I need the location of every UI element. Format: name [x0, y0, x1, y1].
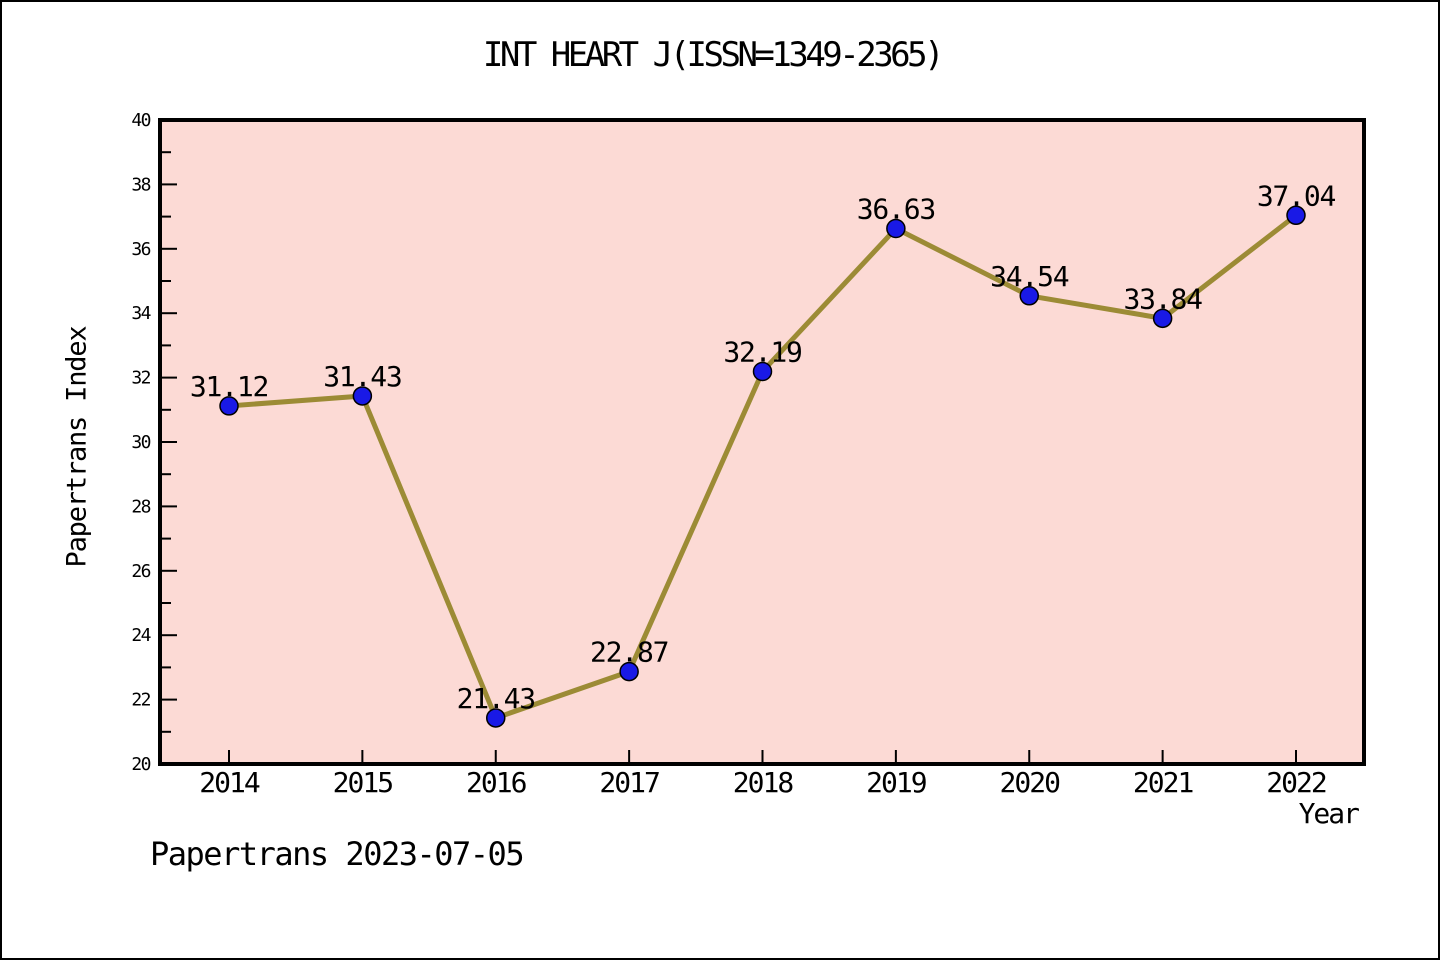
x-tick-label: 2016 — [466, 766, 527, 799]
y-tick-label: 26 — [131, 561, 150, 582]
plot-background — [158, 118, 1366, 766]
data-point-label: 31.43 — [323, 360, 401, 393]
x-axis-title: Year — [1298, 797, 1360, 830]
data-point-label: 37.04 — [1257, 179, 1336, 212]
x-tick-label: 2021 — [1133, 766, 1193, 799]
data-point-marker — [486, 708, 506, 728]
x-tick-label: 2022 — [1266, 766, 1326, 799]
y-tick-label: 24 — [131, 625, 150, 646]
y-tick-label: 34 — [131, 303, 150, 324]
y-tick-label: 32 — [131, 368, 150, 389]
data-point-label: 34.54 — [990, 260, 1069, 293]
x-tick-label: 2014 — [199, 766, 260, 799]
data-point-marker — [1019, 286, 1039, 306]
data-point-label: 32.19 — [723, 335, 801, 368]
data-point-label: 33.84 — [1123, 282, 1202, 315]
x-tick-label: 2019 — [866, 766, 926, 799]
chart-title: INT HEART J(ISSN=1349-2365) — [482, 35, 945, 75]
x-tick-label: 2015 — [333, 766, 393, 799]
data-point-marker — [1152, 308, 1173, 329]
data-point-label: 22.87 — [590, 636, 668, 669]
data-point-label: 31.12 — [190, 370, 268, 403]
data-point-marker — [352, 386, 373, 406]
y-tick-label: 40 — [131, 110, 150, 131]
data-point-marker — [752, 361, 773, 382]
data-point-marker — [886, 218, 906, 239]
x-tick-label: 2017 — [599, 766, 659, 799]
data-point-label: 21.43 — [457, 682, 535, 715]
y-tick-label: 28 — [131, 496, 150, 517]
y-tick-label: 36 — [131, 239, 150, 260]
data-point-marker — [1286, 205, 1306, 226]
y-tick-label: 30 — [131, 432, 150, 453]
y-tick-label: 22 — [131, 690, 150, 711]
data-point-label: 36.63 — [857, 193, 935, 226]
data-point-marker — [219, 396, 239, 416]
x-tick-label: 2018 — [733, 766, 794, 799]
x-tick-label: 2020 — [1000, 766, 1061, 799]
y-tick-label: 38 — [131, 174, 150, 195]
y-tick-label: 20 — [131, 754, 150, 775]
watermark-text: Papertrans 2023-07-05 — [150, 835, 525, 873]
data-point-marker — [619, 661, 639, 682]
